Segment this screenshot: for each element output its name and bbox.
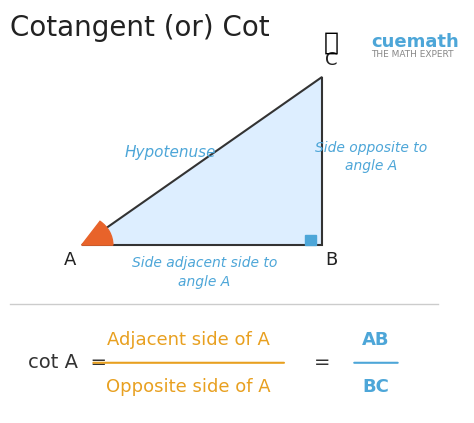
Text: =: = (314, 353, 331, 372)
Text: Cotangent (or) Cot: Cotangent (or) Cot (10, 14, 270, 42)
Text: THE MATH EXPERT: THE MATH EXPERT (372, 50, 454, 59)
Text: cuemath: cuemath (372, 33, 459, 51)
Wedge shape (82, 221, 113, 245)
Text: C: C (325, 51, 337, 69)
Text: Side adjacent side to
angle A: Side adjacent side to angle A (132, 256, 277, 288)
Text: B: B (325, 251, 337, 269)
Text: Adjacent side of A: Adjacent side of A (107, 331, 270, 349)
Text: BC: BC (363, 378, 390, 396)
Text: AB: AB (362, 331, 390, 349)
Bar (305, 235, 316, 245)
Text: Opposite side of A: Opposite side of A (106, 378, 271, 396)
Text: cot A  =: cot A = (28, 353, 107, 372)
Text: Side opposite to
angle A: Side opposite to angle A (315, 141, 428, 173)
Polygon shape (82, 77, 322, 245)
Text: 🚀: 🚀 (324, 31, 339, 55)
Text: Hypotenuse: Hypotenuse (125, 145, 217, 160)
Text: A: A (64, 251, 77, 269)
